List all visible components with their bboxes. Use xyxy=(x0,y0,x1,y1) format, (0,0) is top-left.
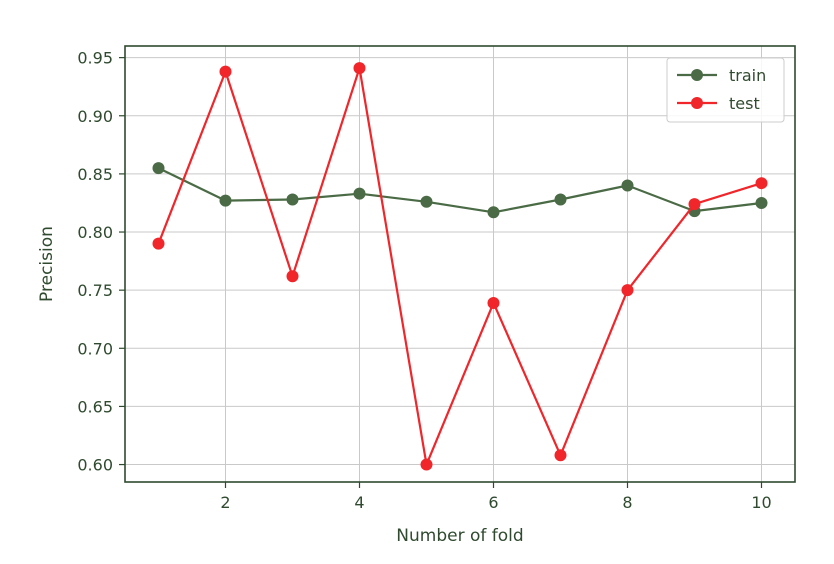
legend-train-label: train xyxy=(729,66,766,85)
y-axis-title: Precision xyxy=(37,226,57,302)
x-tick-label: 2 xyxy=(220,493,230,512)
series-train-point xyxy=(286,193,299,206)
series-train-point xyxy=(152,162,165,175)
x-tick-label: 10 xyxy=(751,493,771,512)
y-tick-label: 0.75 xyxy=(77,281,113,300)
series-train-line xyxy=(158,167,762,214)
y-tick-label: 0.90 xyxy=(77,107,113,126)
series-train-point xyxy=(755,196,768,209)
series-test-point xyxy=(755,177,768,190)
y-tick-label: 0.70 xyxy=(77,339,113,358)
legend: train test xyxy=(666,57,785,123)
series-test-point xyxy=(219,65,232,78)
y-tick-label: 0.65 xyxy=(77,397,113,416)
y-tick-label: 0.60 xyxy=(77,456,113,475)
series-train-point xyxy=(219,194,232,207)
legend-train-marker xyxy=(691,69,703,81)
series-test-line xyxy=(157,66,762,466)
legend-box xyxy=(666,57,785,123)
series-test-point xyxy=(420,458,433,471)
series-group xyxy=(152,62,768,471)
series-train-point xyxy=(487,206,500,219)
series-test-point xyxy=(487,296,500,309)
x-tick-label: 4 xyxy=(354,493,364,512)
series-test xyxy=(152,62,768,471)
legend-test-label: test xyxy=(729,94,760,113)
x-axis-title: Number of fold xyxy=(396,526,523,546)
x-tick-label: 8 xyxy=(622,493,632,512)
series-train-point xyxy=(621,179,634,192)
series-test-point xyxy=(621,284,634,297)
y-tick-label: 0.80 xyxy=(77,223,113,242)
series-train-point xyxy=(353,187,366,200)
series-test-point xyxy=(688,198,701,211)
series-train-point xyxy=(420,195,433,208)
y-tick-label: 0.95 xyxy=(77,49,113,68)
series-test-point xyxy=(353,62,366,75)
plot-frame xyxy=(124,45,796,483)
legend-test-marker xyxy=(691,97,703,109)
series-test-point xyxy=(286,270,299,283)
series-test-point xyxy=(152,237,165,250)
series-train-point xyxy=(554,193,567,206)
series-train xyxy=(152,162,768,219)
grid xyxy=(125,46,795,482)
axis-ticks: 2 4 6 8 10 0.60 0.65 0.70 0.75 0.80 0.85 0.90 0.95 xyxy=(77,49,771,512)
x-tick-label: 6 xyxy=(488,493,498,512)
series-test-point xyxy=(554,449,567,462)
y-tick-label: 0.85 xyxy=(77,165,113,184)
